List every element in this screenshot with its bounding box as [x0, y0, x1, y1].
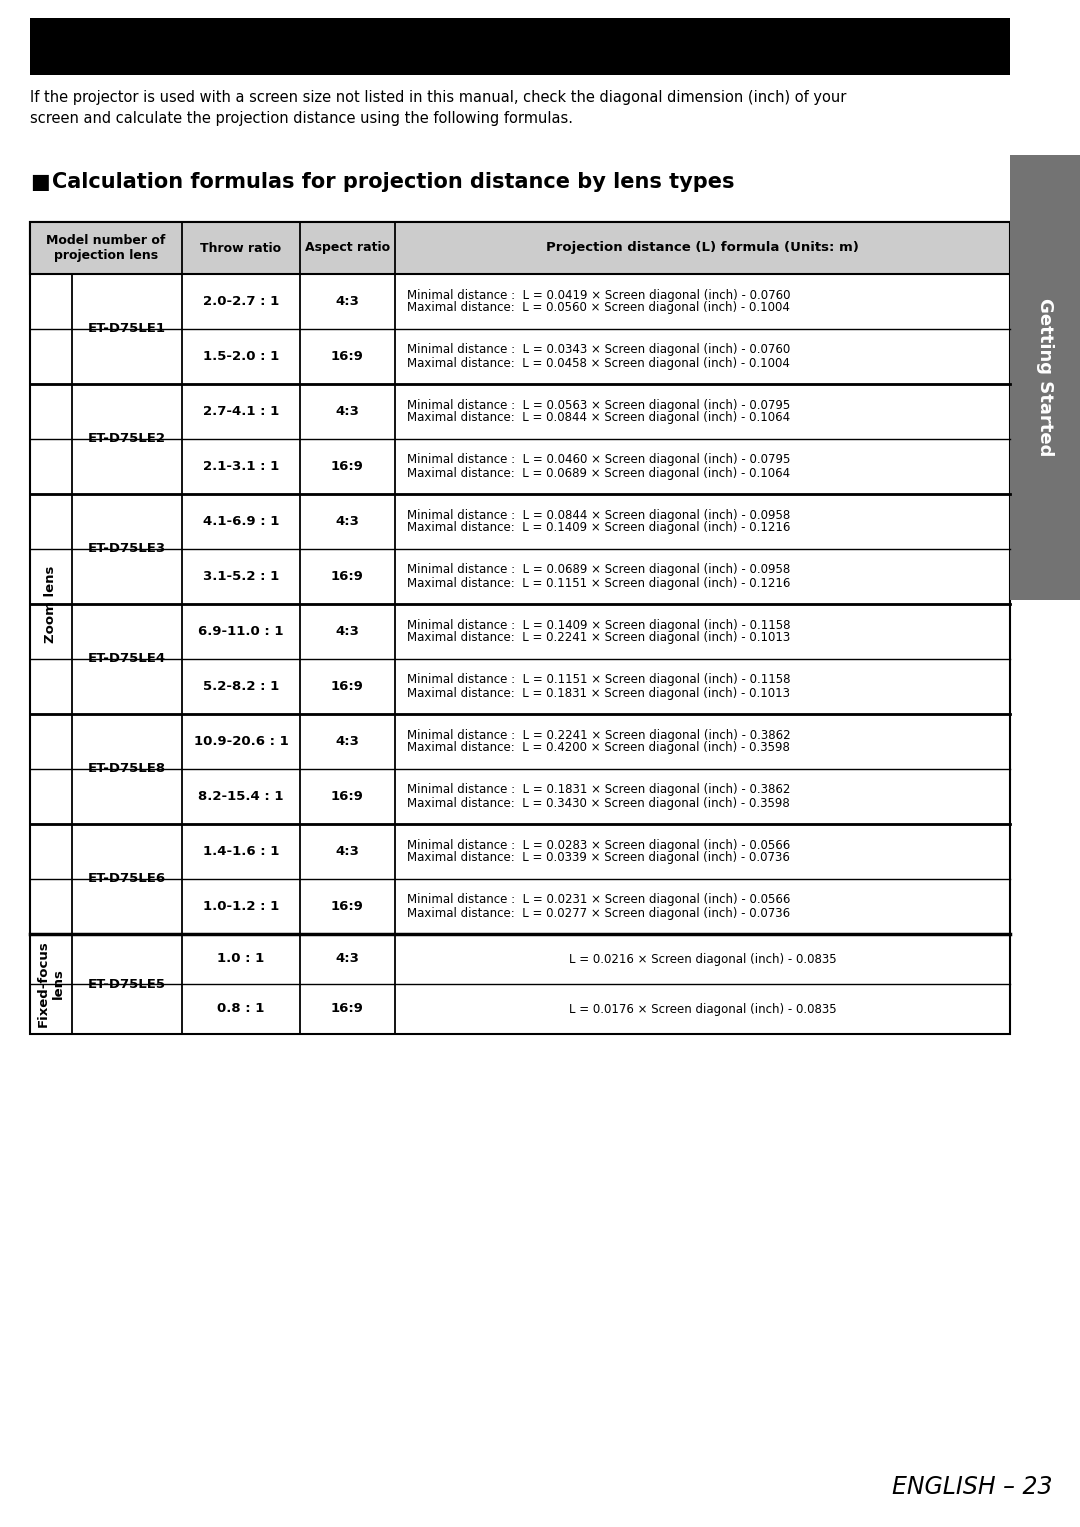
Text: 8.2-15.4 : 1: 8.2-15.4 : 1	[199, 789, 284, 803]
Text: Maximal distance:  L = 0.0277 × Screen diagonal (inch) - 0.0736: Maximal distance: L = 0.0277 × Screen di…	[407, 907, 791, 919]
Text: 1.0-1.2 : 1: 1.0-1.2 : 1	[203, 899, 279, 913]
Text: 1.4-1.6 : 1: 1.4-1.6 : 1	[203, 844, 280, 858]
Text: Maximal distance:  L = 0.0458 × Screen diagonal (inch) - 0.1004: Maximal distance: L = 0.0458 × Screen di…	[407, 356, 789, 370]
Text: Minimal distance :  L = 0.0563 × Screen diagonal (inch) - 0.0795: Minimal distance : L = 0.0563 × Screen d…	[407, 399, 791, 411]
Text: ET-D75LE1: ET-D75LE1	[87, 322, 166, 336]
Text: Throw ratio: Throw ratio	[201, 241, 282, 255]
Text: Maximal distance:  L = 0.1151 × Screen diagonal (inch) - 0.1216: Maximal distance: L = 0.1151 × Screen di…	[407, 577, 791, 589]
Text: L = 0.0176 × Screen diagonal (inch) - 0.0835: L = 0.0176 × Screen diagonal (inch) - 0.…	[569, 1003, 836, 1015]
Text: Maximal distance:  L = 0.1409 × Screen diagonal (inch) - 0.1216: Maximal distance: L = 0.1409 × Screen di…	[407, 522, 791, 534]
Text: Maximal distance:  L = 0.0339 × Screen diagonal (inch) - 0.0736: Maximal distance: L = 0.0339 × Screen di…	[407, 852, 789, 864]
Text: 1.5-2.0 : 1: 1.5-2.0 : 1	[203, 350, 279, 363]
Text: 4:3: 4:3	[336, 734, 360, 748]
Text: Maximal distance:  L = 0.0689 × Screen diagonal (inch) - 0.1064: Maximal distance: L = 0.0689 × Screen di…	[407, 467, 791, 479]
Text: Minimal distance :  L = 0.2241 × Screen diagonal (inch) - 0.3862: Minimal distance : L = 0.2241 × Screen d…	[407, 728, 791, 742]
Text: Minimal distance :  L = 0.0844 × Screen diagonal (inch) - 0.0958: Minimal distance : L = 0.0844 × Screen d…	[407, 508, 791, 522]
Text: ET-D75LE4: ET-D75LE4	[87, 652, 166, 666]
Text: ET-D75LE8: ET-D75LE8	[87, 762, 166, 776]
Text: 2.0-2.7 : 1: 2.0-2.7 : 1	[203, 295, 279, 308]
Text: 16:9: 16:9	[332, 1003, 364, 1015]
Text: 16:9: 16:9	[332, 789, 364, 803]
Text: Maximal distance:  L = 0.4200 × Screen diagonal (inch) - 0.3598: Maximal distance: L = 0.4200 × Screen di…	[407, 742, 789, 754]
Text: Minimal distance :  L = 0.0460 × Screen diagonal (inch) - 0.0795: Minimal distance : L = 0.0460 × Screen d…	[407, 454, 791, 467]
Text: Getting Started: Getting Started	[1036, 298, 1054, 457]
Text: 4:3: 4:3	[336, 405, 360, 418]
Text: 4.1-6.9 : 1: 4.1-6.9 : 1	[203, 515, 280, 528]
Text: ET-D75LE3: ET-D75LE3	[87, 542, 166, 556]
Text: 4:3: 4:3	[336, 844, 360, 858]
Text: Maximal distance:  L = 0.0560 × Screen diagonal (inch) - 0.1004: Maximal distance: L = 0.0560 × Screen di…	[407, 301, 789, 315]
Text: Minimal distance :  L = 0.0343 × Screen diagonal (inch) - 0.0760: Minimal distance : L = 0.0343 × Screen d…	[407, 344, 791, 356]
Text: 16:9: 16:9	[332, 460, 364, 473]
Text: If the projector is used with a screen size not listed in this manual, check the: If the projector is used with a screen s…	[30, 90, 847, 127]
Text: 10.9-20.6 : 1: 10.9-20.6 : 1	[193, 734, 288, 748]
Text: ET-D75LE5: ET-D75LE5	[87, 977, 166, 991]
Text: 4:3: 4:3	[336, 625, 360, 638]
Text: 16:9: 16:9	[332, 899, 364, 913]
Text: Calculation formulas for projection distance by lens types: Calculation formulas for projection dist…	[52, 173, 734, 192]
Text: Minimal distance :  L = 0.0231 × Screen diagonal (inch) - 0.0566: Minimal distance : L = 0.0231 × Screen d…	[407, 893, 791, 907]
Text: Zoom lens: Zoom lens	[44, 565, 57, 643]
Text: ET-D75LE2: ET-D75LE2	[87, 432, 166, 446]
Text: 2.7-4.1 : 1: 2.7-4.1 : 1	[203, 405, 279, 418]
Text: Fixed-focus
lens: Fixed-focus lens	[37, 941, 65, 1028]
Text: ET-D75LE6: ET-D75LE6	[87, 872, 166, 886]
Text: Minimal distance :  L = 0.1151 × Screen diagonal (inch) - 0.1158: Minimal distance : L = 0.1151 × Screen d…	[407, 673, 791, 687]
Text: 5.2-8.2 : 1: 5.2-8.2 : 1	[203, 680, 279, 693]
Text: 0.8 : 1: 0.8 : 1	[217, 1003, 265, 1015]
Text: 16:9: 16:9	[332, 570, 364, 583]
Text: 6.9-11.0 : 1: 6.9-11.0 : 1	[199, 625, 284, 638]
Text: Maximal distance:  L = 0.0844 × Screen diagonal (inch) - 0.1064: Maximal distance: L = 0.0844 × Screen di…	[407, 411, 791, 425]
Text: Minimal distance :  L = 0.0419 × Screen diagonal (inch) - 0.0760: Minimal distance : L = 0.0419 × Screen d…	[407, 289, 791, 301]
Bar	[30, 221, 1010, 273]
Text: Model number of
projection lens: Model number of projection lens	[46, 234, 165, 263]
Text: Minimal distance :  L = 0.1409 × Screen diagonal (inch) - 0.1158: Minimal distance : L = 0.1409 × Screen d…	[407, 618, 791, 632]
Text: 3.1-5.2 : 1: 3.1-5.2 : 1	[203, 570, 279, 583]
Text: Maximal distance:  L = 0.3430 × Screen diagonal (inch) - 0.3598: Maximal distance: L = 0.3430 × Screen di…	[407, 797, 789, 809]
Text: Minimal distance :  L = 0.1831 × Screen diagonal (inch) - 0.3862: Minimal distance : L = 0.1831 × Screen d…	[407, 783, 791, 797]
Text: 2.1-3.1 : 1: 2.1-3.1 : 1	[203, 460, 279, 473]
Text: Minimal distance :  L = 0.0283 × Screen diagonal (inch) - 0.0566: Minimal distance : L = 0.0283 × Screen d…	[407, 838, 791, 852]
Text: 16:9: 16:9	[332, 350, 364, 363]
Text: 4:3: 4:3	[336, 953, 360, 965]
Text: Maximal distance:  L = 0.2241 × Screen diagonal (inch) - 0.1013: Maximal distance: L = 0.2241 × Screen di…	[407, 632, 791, 644]
Text: L = 0.0216 × Screen diagonal (inch) - 0.0835: L = 0.0216 × Screen diagonal (inch) - 0.…	[569, 953, 836, 965]
Bar	[1010, 156, 1080, 600]
Text: Minimal distance :  L = 0.0689 × Screen diagonal (inch) - 0.0958: Minimal distance : L = 0.0689 × Screen d…	[407, 563, 791, 577]
Text: 4:3: 4:3	[336, 515, 360, 528]
Bar	[30, 18, 1010, 75]
Text: Maximal distance:  L = 0.1831 × Screen diagonal (inch) - 0.1013: Maximal distance: L = 0.1831 × Screen di…	[407, 687, 789, 699]
Bar	[30, 221, 1010, 273]
Text: 16:9: 16:9	[332, 680, 364, 693]
Text: Projection distance (L) formula (Units: m): Projection distance (L) formula (Units: …	[546, 241, 859, 255]
Text: Aspect ratio: Aspect ratio	[305, 241, 390, 255]
Bar	[30, 221, 1010, 1034]
Text: 4:3: 4:3	[336, 295, 360, 308]
Text: 1.0 : 1: 1.0 : 1	[217, 953, 265, 965]
Text: ■: ■	[30, 173, 50, 192]
Text: ENGLISH – 23: ENGLISH – 23	[891, 1475, 1052, 1500]
